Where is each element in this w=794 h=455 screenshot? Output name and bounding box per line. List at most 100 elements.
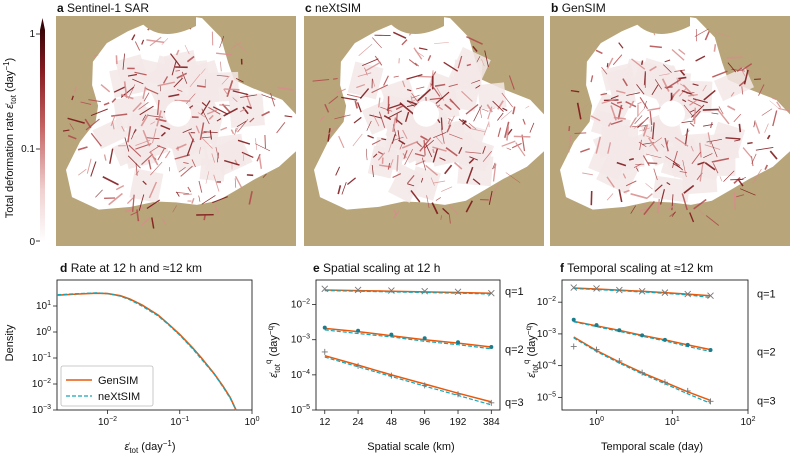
sar-tile bbox=[662, 137, 706, 178]
deformation-streak bbox=[150, 121, 156, 125]
deformation-streak bbox=[383, 115, 392, 121]
x-tick-label: 192 bbox=[450, 417, 467, 428]
deformation-streak bbox=[442, 207, 450, 215]
x-tick-label: 384 bbox=[483, 417, 500, 428]
marker-plus bbox=[421, 382, 428, 389]
deformation-streak bbox=[766, 134, 771, 140]
deformation-streak bbox=[610, 95, 619, 100]
deformation-streak bbox=[410, 190, 421, 203]
deformation-streak bbox=[353, 116, 362, 124]
deformation-streak bbox=[712, 163, 719, 174]
chart-e-title: e Spatial scaling at 12 h bbox=[313, 261, 440, 275]
deformation-streak bbox=[707, 132, 712, 145]
deformation-streak bbox=[132, 102, 142, 113]
x-tick-label: 100 bbox=[244, 416, 259, 428]
deformation-streak bbox=[211, 153, 216, 163]
deformation-streak bbox=[401, 140, 419, 149]
deformation-streak bbox=[378, 111, 386, 128]
deformation-streak bbox=[633, 118, 649, 129]
sar-tile bbox=[388, 164, 424, 203]
deformation-streak bbox=[93, 54, 99, 57]
deformation-streak bbox=[638, 141, 647, 148]
sar-tile bbox=[592, 126, 633, 159]
deformation-streak bbox=[396, 155, 399, 172]
deformation-streak bbox=[198, 180, 203, 193]
deformation-streak bbox=[175, 49, 180, 56]
line-nextsim-q1 bbox=[324, 290, 492, 295]
deformation-streak bbox=[156, 110, 162, 127]
deformation-streak bbox=[441, 128, 445, 144]
deformation-streak bbox=[399, 102, 414, 115]
line-nextsim bbox=[56, 292, 237, 411]
deformation-streak bbox=[402, 80, 406, 88]
marker-x bbox=[321, 285, 329, 293]
deformation-streak bbox=[261, 110, 270, 117]
deformation-streak bbox=[484, 50, 489, 67]
deformation-streak bbox=[642, 124, 649, 137]
deformation-streak bbox=[378, 97, 381, 108]
pole-hole bbox=[659, 100, 685, 127]
deformation-streak bbox=[216, 118, 222, 122]
deformation-streak bbox=[403, 150, 408, 159]
deformation-streak bbox=[205, 171, 210, 184]
y-tick-label: 10−4 bbox=[291, 369, 310, 381]
deformation-streak bbox=[71, 95, 74, 101]
deformation-streak bbox=[600, 92, 608, 96]
deformation-streak bbox=[511, 142, 522, 149]
deformation-streak bbox=[182, 128, 192, 133]
deformation-streak bbox=[710, 141, 718, 158]
deformation-streak bbox=[276, 86, 294, 91]
deformation-streak bbox=[201, 102, 207, 107]
deformation-streak bbox=[131, 128, 136, 140]
deformation-streak bbox=[738, 123, 742, 133]
deformation-streak bbox=[679, 69, 686, 76]
deformation-streak bbox=[234, 175, 243, 189]
deformation-streak bbox=[423, 139, 426, 156]
deformation-streak bbox=[441, 186, 453, 192]
x-tick-label: 24 bbox=[353, 417, 365, 428]
deformation-streak bbox=[168, 93, 180, 98]
deformation-streak bbox=[123, 81, 128, 99]
deformation-streak bbox=[661, 143, 665, 148]
deformation-streak bbox=[138, 101, 149, 110]
deformation-streak bbox=[465, 103, 479, 115]
marker-x bbox=[638, 287, 646, 295]
deformation-streak bbox=[410, 95, 413, 102]
deformation-streak bbox=[178, 166, 186, 173]
deformation-streak bbox=[755, 146, 774, 151]
deformation-streak bbox=[149, 151, 159, 166]
deformation-streak bbox=[141, 217, 151, 226]
deformation-streak bbox=[649, 137, 662, 147]
deformation-streak bbox=[482, 146, 486, 154]
deformation-streak bbox=[672, 88, 681, 97]
deformation-streak bbox=[180, 165, 193, 177]
deformation-streak bbox=[141, 153, 154, 166]
deformation-streak bbox=[103, 154, 107, 161]
deformation-streak bbox=[216, 52, 233, 56]
deformation-streak bbox=[471, 79, 480, 84]
sar-tile bbox=[182, 59, 223, 96]
deformation-streak bbox=[432, 146, 447, 152]
deformation-streak bbox=[568, 135, 572, 153]
deformation-streak bbox=[80, 101, 92, 105]
deformation-streak bbox=[501, 140, 516, 147]
deformation-streak bbox=[643, 125, 646, 132]
deformation-streak bbox=[389, 159, 394, 169]
deformation-streak bbox=[601, 98, 617, 104]
sar-tile bbox=[713, 67, 755, 102]
deformation-streak bbox=[398, 139, 406, 145]
deformation-streak bbox=[505, 172, 521, 184]
deformation-streak bbox=[206, 109, 217, 115]
deformation-streak bbox=[689, 122, 695, 127]
deformation-streak bbox=[730, 91, 735, 97]
deformation-streak bbox=[492, 163, 497, 182]
sar-tile bbox=[347, 61, 384, 100]
deformation-streak bbox=[665, 156, 681, 166]
deformation-streak bbox=[397, 130, 400, 140]
deformation-streak bbox=[742, 147, 752, 158]
deformation-streak bbox=[109, 148, 114, 164]
deformation-streak bbox=[88, 99, 101, 103]
map-panel-nextsim bbox=[304, 16, 544, 246]
deformation-streak bbox=[85, 118, 100, 131]
deformation-streak bbox=[671, 150, 678, 169]
